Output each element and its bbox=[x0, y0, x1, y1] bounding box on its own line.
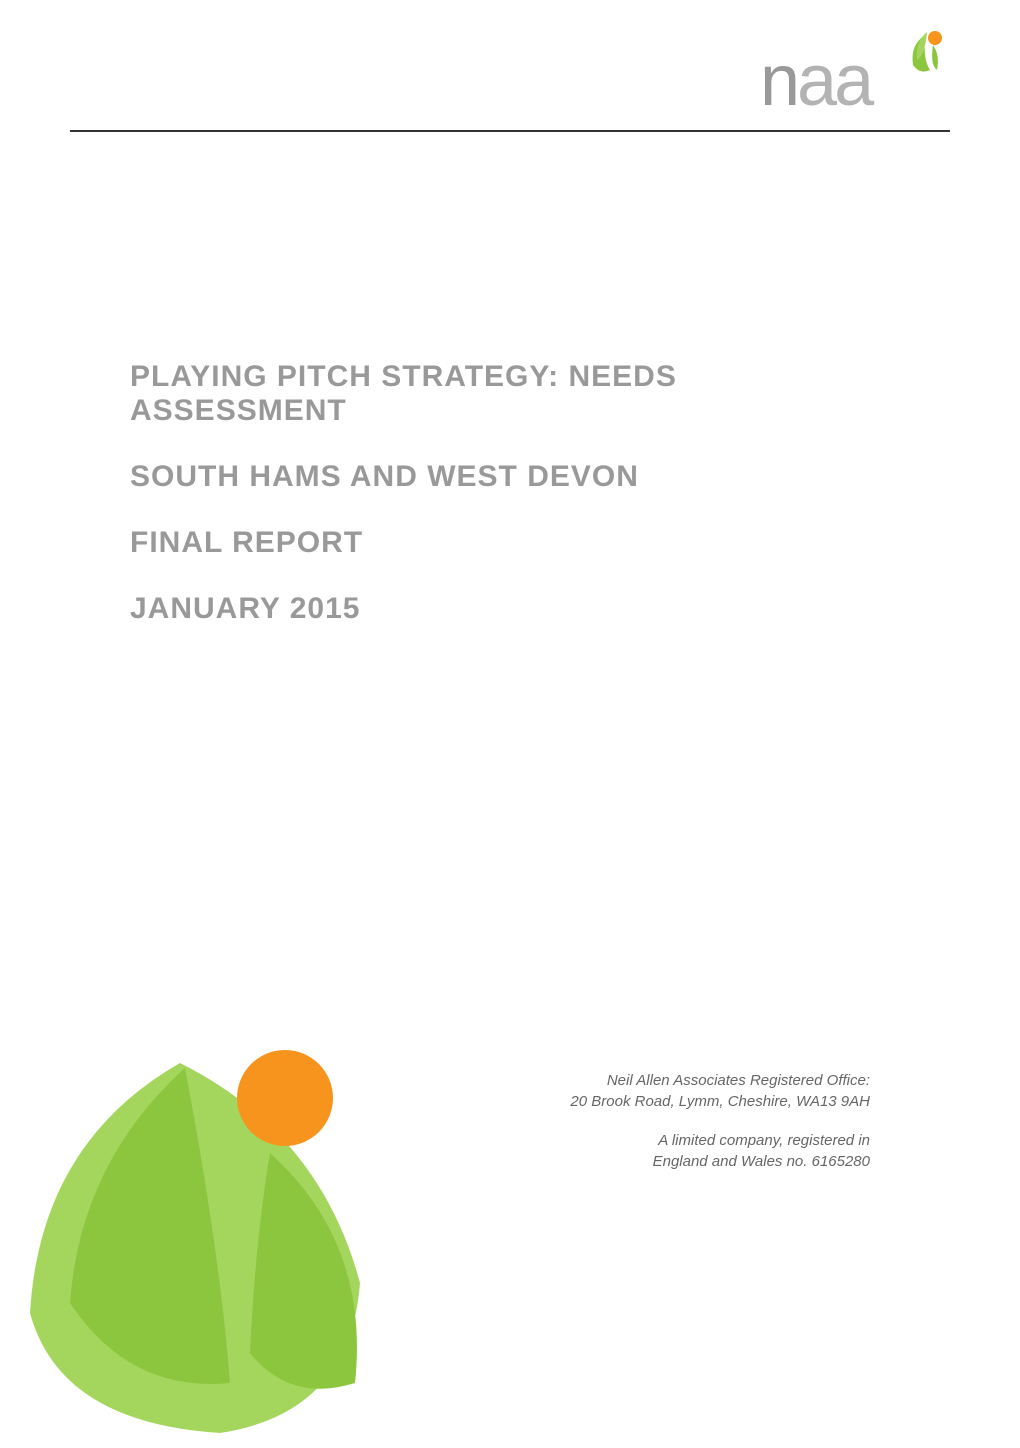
header-divider bbox=[70, 130, 950, 132]
title-line-4: JANUARY 2015 bbox=[130, 592, 890, 626]
footer-office-address: Neil Allen Associates Registered Office:… bbox=[470, 1070, 870, 1112]
title-block: PLAYING PITCH STRATEGY: NEEDS ASSESSMENT… bbox=[130, 360, 890, 658]
footer-company-line1: A limited company, registered in bbox=[658, 1132, 870, 1149]
title-line-1: PLAYING PITCH STRATEGY: NEEDS ASSESSMENT bbox=[130, 360, 890, 428]
footer-office-line1: Neil Allen Associates Registered Office: bbox=[607, 1072, 870, 1089]
footer-text-block: Neil Allen Associates Registered Office:… bbox=[470, 1070, 870, 1190]
title-line-2: SOUTH HAMS AND WEST DEVON bbox=[130, 460, 890, 494]
logo-text: naa bbox=[760, 40, 871, 122]
title-line-3: FINAL REPORT bbox=[130, 526, 890, 560]
footer-office-line2: 20 Brook Road, Lymm, Cheshire, WA13 9AH bbox=[570, 1093, 870, 1110]
footer-company-info: A limited company, registered in England… bbox=[470, 1130, 870, 1172]
abstract-leaf-icon bbox=[905, 30, 950, 80]
header-logo: naa bbox=[760, 30, 950, 120]
footer-company-line2: England and Wales no. 6165280 bbox=[653, 1153, 870, 1170]
abstract-leaf-large-icon bbox=[0, 1003, 440, 1443]
